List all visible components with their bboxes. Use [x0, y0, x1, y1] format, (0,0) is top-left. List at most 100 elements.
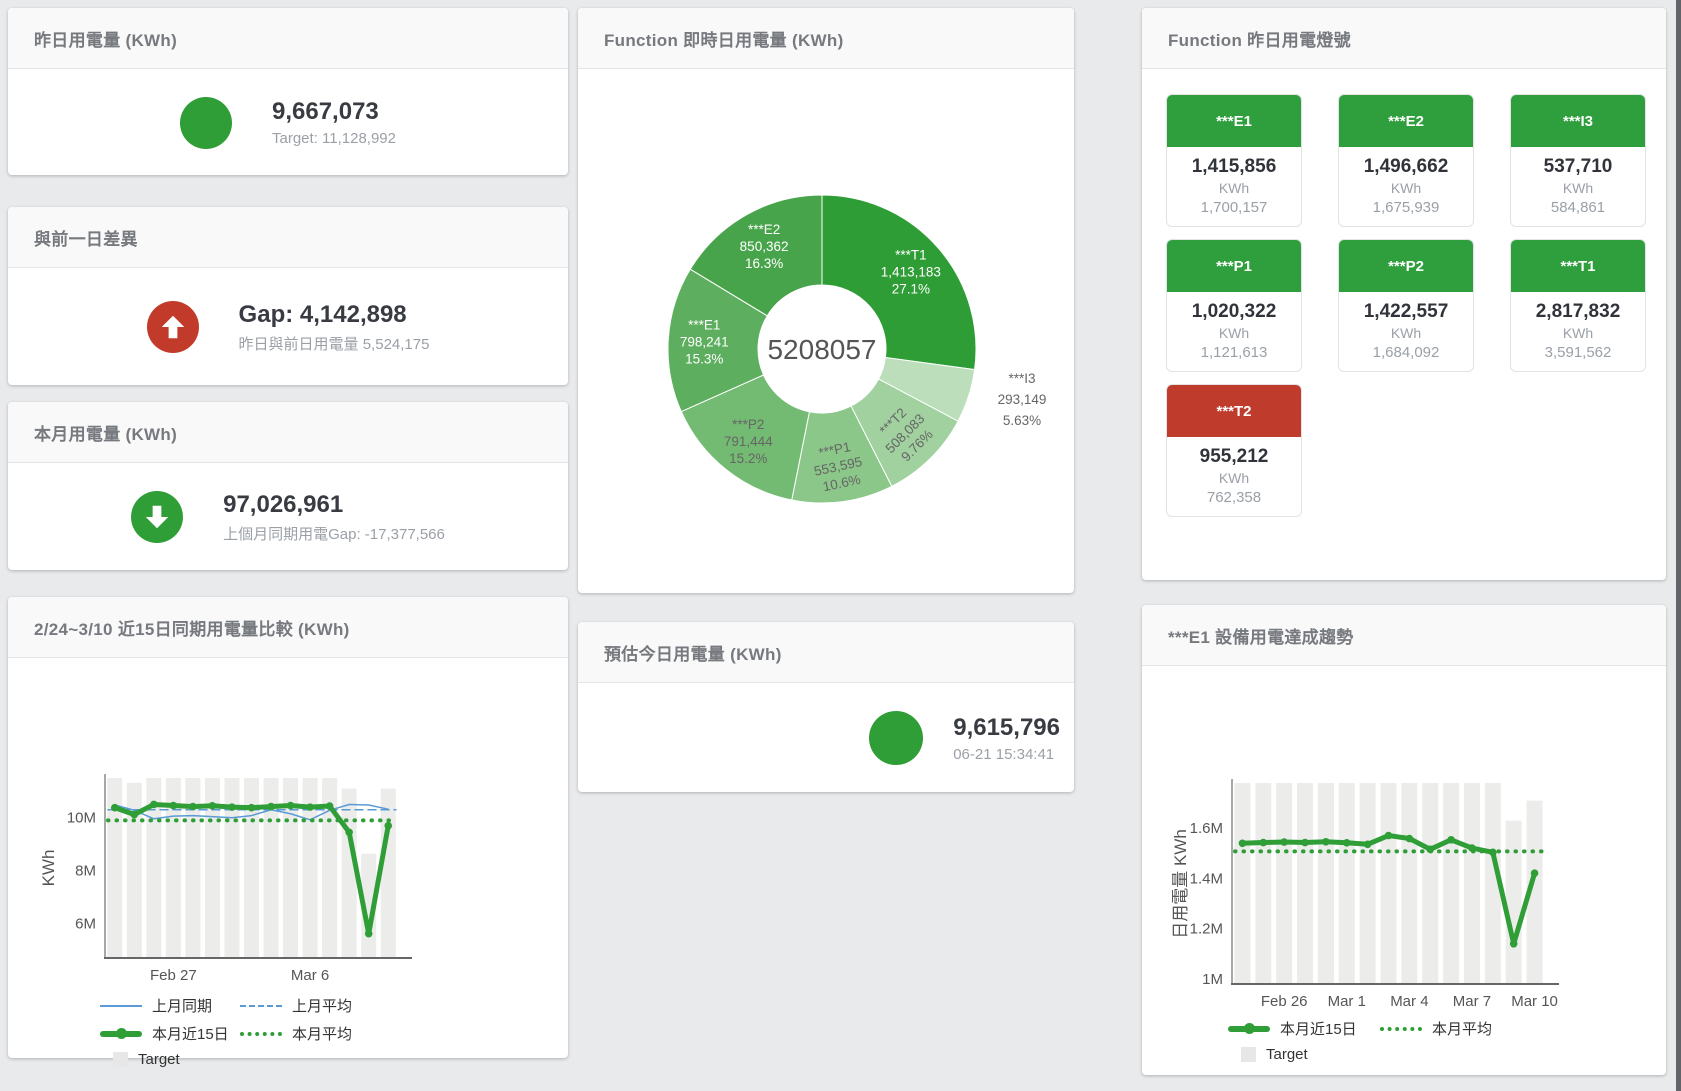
card-header: 本月用電量 (KWh): [8, 402, 568, 463]
card-month-usage: 本月用電量 (KWh) 97,026,961 上個月同期用電Gap: -17,3…: [8, 402, 568, 570]
legend-item-本月平均[interactable]: 本月平均: [1380, 1018, 1666, 1039]
green-circle-icon: [869, 711, 924, 765]
light-tile-t1[interactable]: ***T1 2,817,832 KWh 3,591,562: [1510, 239, 1646, 372]
card-body: 6M 8M 10M Feb 27 Mar 6 KWh 上月同期 上月平均 本月近15日 本月平均…: [8, 658, 568, 1068]
series-point: [1322, 837, 1330, 846]
card-yesterday-usage: 昨日用電量 (KWh) 9,667,073 Target: 11,128,992: [8, 8, 568, 175]
donut-slice-***T1[interactable]: [821, 194, 977, 371]
legend-swatch: [1241, 1047, 1256, 1062]
series-point: [1280, 838, 1288, 846]
donut-slice-***E2[interactable]: [689, 194, 823, 317]
tile-header: ***T2: [1167, 385, 1301, 437]
light-tile-p2[interactable]: ***P2 1,422,557 KWh 1,684,092: [1338, 239, 1474, 372]
series-point: [1259, 838, 1268, 847]
tile-unit: KWh: [1562, 325, 1594, 341]
tile-value: 1,422,557: [1363, 301, 1449, 322]
target-bar: [283, 778, 299, 958]
card-15day-comparison: 2/24~3/10 近15日同期用電量比較 (KWh) 6M 8M 10M Feb 2…: [8, 597, 568, 1068]
tile-header: ***E2: [1339, 95, 1473, 147]
y-axis-label: KWh: [39, 850, 58, 887]
card-header: 昨日用電量 (KWh): [8, 8, 568, 69]
light-tile-t2[interactable]: ***T2 955,212 KWh 762,358: [1166, 384, 1302, 517]
card-body: 97,026,961 上個月同期用電Gap: -17,377,566: [8, 463, 568, 571]
donut-slice-label: ***E1 798,241 15.3%: [680, 318, 729, 367]
y-tick-label: 1.6M: [1190, 820, 1223, 837]
target-bar: [1443, 783, 1460, 984]
card-body: ***T1 1,413,183 27.1% ***I3 293,149 5.63% ***T…: [578, 69, 1074, 594]
tile-target: 3,591,562: [1544, 344, 1612, 361]
legend-item-上月同期[interactable]: 上月同期: [100, 995, 240, 1016]
target-bar: [302, 778, 318, 958]
tile-header: ***I3: [1511, 95, 1645, 147]
card-body: 9,615,796 06-21 15:34:41: [578, 683, 1074, 793]
legend-item-本月近15日[interactable]: 本月近15日: [1228, 1018, 1380, 1039]
light-tile-e1[interactable]: ***E1 1,415,856 KWh 1,700,157: [1166, 94, 1302, 227]
card-header: 與前一日差異: [8, 207, 568, 268]
legend-row: Target: [100, 1051, 568, 1068]
series-point: [325, 802, 334, 810]
series-point: [1447, 835, 1455, 844]
green-circle-icon: [180, 96, 232, 149]
card-title: 本月用電量 (KWh): [34, 424, 178, 444]
y-tick-label: 6M: [75, 916, 96, 933]
light-tile-p1[interactable]: ***P1 1,020,322 KWh 1,121,613: [1166, 239, 1302, 372]
gap-sub: 昨日與前日用電量 5,524,175: [238, 335, 430, 353]
month-sub: 上個月同期用電Gap: -17,377,566: [223, 525, 445, 543]
x-tick-label: Mar 10: [1511, 993, 1558, 1010]
tile-unit: KWh: [1390, 180, 1422, 196]
estimate-timestamp: 06-21 15:34:41: [953, 745, 1055, 763]
card-header: 2/24~3/10 近15日同期用電量比較 (KWh): [8, 597, 568, 658]
target-bar: [1276, 783, 1293, 984]
target-bar: [361, 853, 377, 958]
target-bar: [1359, 783, 1376, 984]
estimate-value: 9,615,796: [953, 713, 1060, 741]
e1-trend-line-chart: 1M 1.2M 1.4M 1.6M Feb 26 Mar 1 Mar 4 Mar 7 Mar 1…: [1171, 779, 1559, 1010]
x-tick-label: Mar 7: [1453, 993, 1491, 1010]
card-header: Function 昨日用電燈號: [1142, 8, 1666, 69]
stat-text: 9,615,796 06-21 15:34:41: [953, 714, 1060, 763]
light-tile-i3[interactable]: ***I3 537,710 KWh 584,861: [1510, 94, 1646, 227]
legend-item-本月平均[interactable]: 本月平均: [240, 1023, 568, 1044]
target-bar: [1297, 783, 1314, 984]
tile-value: 1,415,856: [1191, 156, 1277, 177]
target-bar: [165, 778, 181, 958]
series-point: [189, 802, 197, 811]
series-point: [1509, 940, 1518, 948]
series-point: [228, 803, 236, 811]
series-point: [267, 802, 275, 811]
series-point: [1301, 838, 1309, 847]
donut-slice-label: ***I3 293,149 5.63%: [998, 371, 1047, 428]
target-bar: [1526, 800, 1543, 984]
target-bar: [107, 778, 123, 958]
legend-item-本月近15日[interactable]: 本月近15日: [100, 1023, 240, 1044]
card-title: ***E1 設備用電達成趨勢: [1168, 627, 1354, 647]
legend-swatch-dot: [115, 1028, 127, 1039]
target-bar: [1463, 783, 1480, 984]
target-bar: [322, 778, 338, 958]
legend-item-Target[interactable]: Target: [1228, 1046, 1380, 1063]
light-tile-e2[interactable]: ***E2 1,496,662 KWh 1,675,939: [1338, 94, 1474, 227]
legend-label: 上月平均: [292, 998, 353, 1015]
series-point: [1384, 831, 1393, 840]
x-tick-label: Mar 6: [291, 967, 329, 984]
legend-label: 本月近15日: [152, 1026, 229, 1043]
legend-swatch: [240, 1004, 282, 1007]
scrollbar[interactable]: [1676, 0, 1681, 1091]
series-point: [384, 821, 393, 830]
donut-slice-***P2[interactable]: [680, 374, 811, 501]
legend-swatch: [100, 1028, 142, 1039]
target-bar: [146, 778, 162, 958]
legend-label: 本月近15日: [1280, 1021, 1357, 1038]
card-body: 9,667,073 Target: 11,128,992: [8, 69, 568, 176]
card-title: 昨日用電量 (KWh): [34, 30, 178, 50]
legend-row: 上月同期 上月平均: [100, 995, 568, 1016]
donut-slice-label: ***T1 1,413,183 27.1%: [881, 247, 941, 296]
series-point: [1363, 840, 1372, 849]
legend-item-Target[interactable]: Target: [100, 1051, 240, 1068]
donut-slice-***E1[interactable]: [667, 268, 768, 413]
donut-slice-label: ***E2 850,362 16.3%: [740, 222, 789, 271]
y-tick-label: 1M: [1202, 971, 1223, 988]
legend-item-上月平均[interactable]: 上月平均: [240, 995, 568, 1016]
legend-swatch: [113, 1052, 128, 1067]
series-point: [130, 810, 139, 819]
